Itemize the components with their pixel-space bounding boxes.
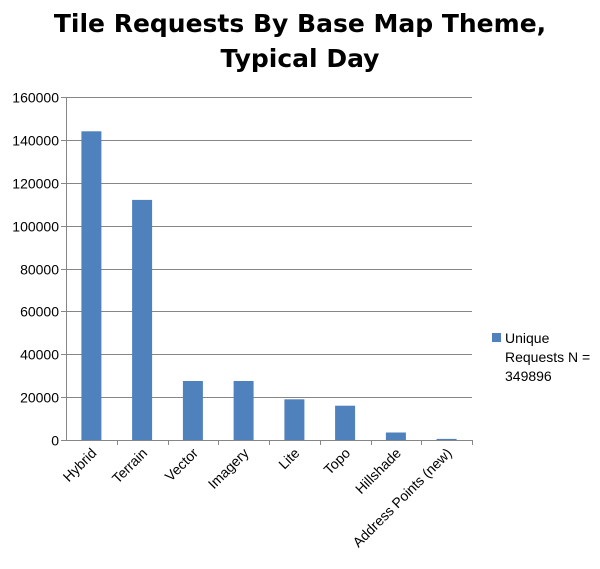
legend-swatch <box>492 333 501 342</box>
x-tick-label: Vector <box>162 445 202 485</box>
chart-title-line-2: Typical Day <box>221 44 380 73</box>
bar-terrain <box>132 199 153 440</box>
bar-lite <box>284 399 305 440</box>
x-tick-label: Hillshade <box>352 445 404 497</box>
bar-address-points-new <box>436 438 457 440</box>
y-tick-label: 40000 <box>20 347 59 363</box>
x-tick-label: Topo <box>320 445 353 478</box>
chart-title-line-1: Tile Requests By Base Map Theme, <box>54 9 546 38</box>
legend-label-line-2: Requests N = <box>505 349 590 365</box>
y-tick-label: 60000 <box>20 304 59 320</box>
y-tick-label: 0 <box>51 433 59 449</box>
bars <box>81 131 457 441</box>
x-tick-label: Address Points (new) <box>349 445 454 550</box>
bar-hybrid <box>81 131 102 441</box>
x-axis-ticks: Hybrid Terrain Vector Imagery Lite TopoHillsh… <box>60 440 473 550</box>
bar-topo <box>335 405 356 440</box>
x-tick-label: Imagery <box>205 445 252 492</box>
x-tick-label: Hybrid <box>60 445 100 485</box>
axes <box>66 97 472 441</box>
y-tick-label: 120000 <box>12 176 59 192</box>
y-tick-label: 80000 <box>20 262 59 278</box>
y-tick-label: 20000 <box>20 390 59 406</box>
y-tick-label: 140000 <box>12 133 59 149</box>
bar-imagery <box>233 381 254 440</box>
y-tick-label: 160000 <box>12 90 59 106</box>
x-tick-label: Lite <box>275 445 302 472</box>
legend-label-line-3: 349896 <box>505 368 552 384</box>
y-axis-ticks: 0 20000 40000 60000 80000 100000 120000 140000 1… <box>12 90 66 449</box>
legend-label-line-1: Unique <box>505 330 550 346</box>
bar-hillshade <box>385 432 406 440</box>
x-tick-label: Terrain <box>109 445 151 487</box>
legend: Unique Requests N = 349896 <box>492 330 590 384</box>
y-tick-label: 100000 <box>12 219 59 235</box>
bar-vector <box>182 381 203 440</box>
gridlines <box>66 97 472 398</box>
